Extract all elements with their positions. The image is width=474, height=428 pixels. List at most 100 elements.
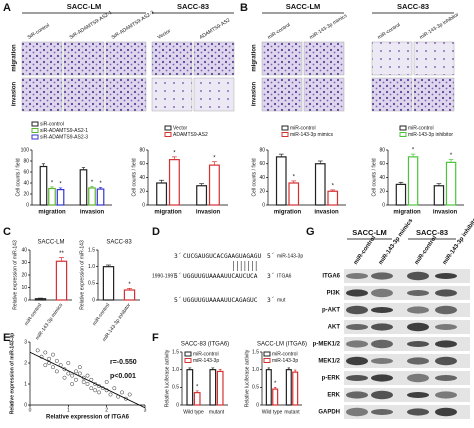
protein-label: GAPDH bbox=[318, 410, 340, 416]
x-tick-label: Wild type bbox=[262, 409, 283, 415]
y-tick-label: 0 bbox=[176, 402, 179, 408]
y-tick-label: 0 bbox=[24, 297, 27, 303]
micrograph bbox=[413, 77, 455, 112]
point bbox=[62, 375, 67, 380]
micrograph bbox=[303, 41, 345, 76]
y-axis-label: Relative expression of miR-143 bbox=[79, 240, 85, 310]
y-axis-label: Relative expression of miR-143 bbox=[12, 240, 18, 310]
panel-label: B bbox=[240, 2, 248, 14]
point bbox=[66, 361, 71, 365]
panel-label: E bbox=[3, 332, 10, 344]
point bbox=[51, 352, 55, 357]
micrograph bbox=[63, 77, 105, 112]
x-tick-label: migration bbox=[393, 210, 421, 216]
legend-label: ADAMTS9-AS2 bbox=[173, 132, 208, 138]
point bbox=[104, 379, 109, 384]
y-tick-label: 0 bbox=[262, 202, 265, 208]
protein-label: ITGA6 bbox=[322, 274, 340, 280]
bar bbox=[208, 164, 220, 206]
micrograph bbox=[413, 41, 455, 76]
protein-label: ERK bbox=[327, 393, 340, 399]
band bbox=[371, 390, 393, 400]
point bbox=[70, 373, 75, 378]
micrograph bbox=[21, 77, 63, 112]
y-tick-label: 30 bbox=[21, 260, 27, 266]
legend-label: miR-143-3p mimics bbox=[290, 132, 334, 138]
band bbox=[371, 288, 393, 298]
significance: * bbox=[213, 155, 216, 161]
panel-label: D bbox=[152, 226, 160, 238]
x-tick-label: migration bbox=[274, 210, 302, 216]
point bbox=[70, 382, 75, 386]
bar bbox=[209, 369, 217, 406]
end5: 5´ bbox=[174, 272, 181, 280]
band bbox=[435, 391, 457, 399]
y-tick-label: 0.5 bbox=[88, 281, 95, 287]
micrograph bbox=[261, 41, 303, 76]
band bbox=[346, 289, 368, 297]
bar bbox=[272, 388, 279, 406]
band bbox=[435, 407, 457, 417]
bar bbox=[102, 266, 115, 301]
end3: 3´ bbox=[267, 296, 274, 304]
legend-swatch bbox=[281, 132, 289, 137]
y-tick-label: 2 bbox=[24, 360, 27, 366]
legend-swatch bbox=[281, 125, 289, 131]
band bbox=[435, 340, 457, 348]
y-tick-label: 0 bbox=[382, 202, 385, 208]
point bbox=[85, 382, 90, 386]
group-header: SACC-83 bbox=[397, 2, 429, 11]
point bbox=[127, 392, 132, 397]
bar bbox=[123, 289, 136, 301]
band bbox=[346, 305, 368, 315]
x-tick-label: 3 bbox=[144, 407, 147, 413]
y-tick-label: 60 bbox=[139, 161, 145, 167]
band bbox=[435, 375, 457, 381]
band bbox=[371, 374, 393, 382]
y-tick-label: 60 bbox=[259, 161, 265, 167]
panel-label: A bbox=[3, 2, 11, 14]
legend-swatch bbox=[31, 121, 39, 127]
sequence-name: mut bbox=[277, 297, 286, 303]
bar bbox=[88, 187, 96, 206]
y-tick-label: 80 bbox=[139, 147, 145, 153]
point bbox=[77, 365, 82, 370]
end5: 5´ bbox=[174, 296, 181, 304]
y-tick-label: 20 bbox=[379, 189, 385, 195]
y-tick-label: 60 bbox=[379, 161, 385, 167]
significance: * bbox=[128, 282, 131, 288]
legend-swatch bbox=[164, 132, 172, 137]
y-tick-label: 0 bbox=[256, 402, 259, 408]
legend-label: miR-control bbox=[272, 351, 298, 357]
micrograph bbox=[105, 77, 147, 112]
significance: * bbox=[412, 148, 415, 154]
band bbox=[346, 375, 368, 381]
bar bbox=[186, 369, 194, 406]
legend-label: siR-ADAMTS9-AS2-3 bbox=[40, 134, 88, 140]
legend-swatch bbox=[263, 358, 271, 363]
y-tick-label: 40 bbox=[23, 180, 29, 186]
significance: * bbox=[59, 182, 62, 188]
point bbox=[43, 350, 48, 355]
band bbox=[407, 341, 429, 347]
bar bbox=[55, 260, 68, 301]
band bbox=[346, 273, 368, 279]
x-tick-label: migration bbox=[38, 210, 66, 216]
point bbox=[112, 386, 117, 391]
band bbox=[371, 339, 393, 349]
y-tick-label: 100 bbox=[21, 147, 30, 153]
band bbox=[346, 340, 368, 348]
point bbox=[54, 369, 59, 374]
bar bbox=[285, 369, 292, 406]
legend-swatch bbox=[399, 125, 407, 131]
significance: ** bbox=[59, 251, 64, 257]
bar bbox=[79, 169, 88, 206]
point bbox=[123, 396, 128, 401]
bar bbox=[288, 182, 300, 206]
y-tick-label: 80 bbox=[23, 158, 29, 164]
legend-swatch bbox=[399, 132, 407, 137]
panel-label: G bbox=[306, 226, 315, 238]
significance: * bbox=[51, 180, 54, 186]
band bbox=[435, 273, 457, 279]
